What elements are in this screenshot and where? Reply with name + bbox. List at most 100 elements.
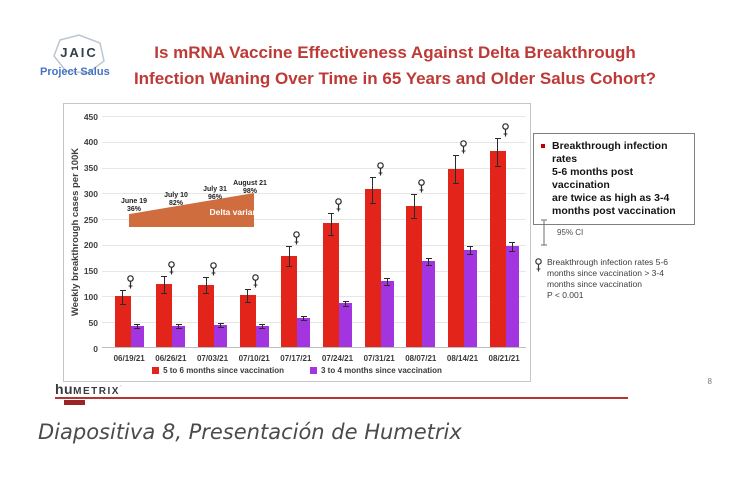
error-bar	[286, 246, 293, 268]
error-bar-cap	[425, 257, 432, 259]
delta-variant-point-label: July 31 96%	[203, 186, 227, 201]
significance-marker-icon	[501, 122, 509, 137]
bar-3to4-months	[297, 317, 311, 347]
bar-3to4-months	[172, 325, 186, 347]
error-bar-stem	[511, 241, 513, 253]
error-bar-stem	[330, 212, 332, 236]
gridline	[102, 219, 526, 221]
error-bar-cap	[286, 266, 293, 268]
error-bar-cap	[411, 218, 418, 220]
error-bar-stem	[261, 324, 263, 330]
x-tick-label: 08/07/21	[405, 354, 437, 363]
significance-marker-icon	[535, 258, 542, 272]
hexagon-outline-icon	[53, 34, 105, 74]
error-bar	[244, 288, 251, 304]
error-bar	[217, 323, 224, 329]
y-tick-label: 300	[83, 188, 98, 199]
x-tick-label: 07/10/21	[238, 354, 270, 363]
error-bar-cap	[286, 246, 293, 248]
error-bar	[467, 245, 474, 256]
significance-note: Breakthrough infection rates 5-6 months …	[534, 257, 702, 301]
project-salus-label: Project Salus	[40, 66, 110, 78]
x-tick-label: 06/19/21	[113, 354, 145, 363]
bar-3to4-months	[255, 325, 269, 347]
error-bar-cap	[369, 202, 376, 204]
humetrix-logo-metrix: METRIX	[73, 386, 120, 399]
chart-frame: Weekly breakthrough cases per 100K 0 50 10…	[63, 103, 531, 382]
error-bar-cap	[452, 155, 459, 157]
delta-variant-point-label: June 19 36%	[120, 198, 148, 213]
significance-marker-icon	[335, 198, 342, 212]
error-bar-icon	[541, 219, 547, 246]
significance-marker-icon	[126, 274, 134, 289]
trademark-icon: ·	[119, 383, 122, 390]
bar-3to4-months	[339, 302, 352, 347]
error-bar	[452, 155, 459, 185]
error-bar-stem	[136, 324, 138, 330]
error-bar-cap	[203, 277, 210, 279]
error-bar-stem	[345, 300, 346, 307]
legend-item: 5 to 6 months since vaccination	[152, 366, 284, 375]
error-bar-cap	[509, 251, 516, 253]
error-bar-cap	[411, 194, 418, 196]
x-tick-label: 08/14/21	[446, 354, 479, 363]
slide-caption: Diapositiva 8, Presentación de Humetrix	[38, 420, 462, 444]
error-bar-cap	[119, 304, 126, 306]
callout-box: Breakthrough infection rates 5-6 months …	[533, 133, 695, 225]
slide-title: Is mRNA Vaccine Effectiveness Against De…	[120, 40, 670, 92]
y-axis-title: Weekly breakthrough cases per 100K	[70, 147, 81, 317]
error-bar-cap	[342, 300, 349, 302]
error-bar-stem	[178, 324, 180, 330]
delta-variant-point-label: August 21 98%	[233, 180, 267, 195]
ci-label: 95% CI	[557, 228, 584, 237]
legend-swatch-icon	[152, 367, 160, 374]
error-bar-cap	[467, 245, 474, 247]
error-bar	[384, 277, 391, 287]
footer-rule	[55, 397, 628, 399]
significance-note-text: Breakthrough infection rates 5-6 months …	[547, 257, 668, 300]
gridline	[102, 193, 526, 195]
gridline	[102, 141, 526, 143]
humetrix-logo: huMETRIX·	[55, 381, 122, 399]
x-tick-label: 08/21/21	[488, 354, 520, 363]
bullet-icon	[541, 144, 545, 148]
error-bar-stem	[220, 323, 222, 329]
error-bar-cap	[217, 323, 224, 325]
x-tick-label: 07/17/21	[280, 354, 312, 363]
gridline	[102, 167, 526, 169]
y-tick-label: 250	[83, 214, 98, 225]
x-tick-label: 07/24/21	[321, 354, 354, 363]
significance-marker-icon	[168, 261, 176, 275]
significance-marker	[501, 122, 510, 143]
jaic-logo-text: JAIC	[60, 45, 98, 60]
error-bar	[369, 176, 376, 204]
error-bar	[328, 212, 335, 236]
bar-3to4-months	[463, 249, 477, 347]
error-bar-cap	[244, 288, 251, 290]
humetrix-logo-hu: hu	[55, 381, 74, 397]
error-bar-stem	[205, 277, 207, 294]
bar-5to6-months	[447, 168, 464, 347]
error-bar	[259, 324, 266, 330]
bar-5to6-months	[323, 223, 339, 347]
error-bar-cap	[217, 327, 224, 329]
error-bar-stem	[428, 257, 430, 266]
significance-marker-icon	[293, 231, 301, 245]
x-tick-label: 07/31/21	[363, 354, 395, 363]
legend-swatch-icon	[310, 367, 317, 374]
bar-5to6-months	[198, 284, 215, 347]
page-number: 8	[707, 377, 712, 386]
bar-5to6-months	[239, 294, 256, 347]
significance-marker	[292, 231, 301, 251]
ci-legend: 95% CI	[540, 219, 583, 246]
y-tick-label: 400	[83, 137, 98, 148]
error-bar-cap	[259, 324, 266, 326]
error-bar-stem	[122, 289, 124, 306]
delta-variant-label: Delta variant	[209, 207, 261, 217]
error-bar	[494, 137, 501, 167]
error-bar-stem	[413, 194, 415, 220]
error-bar-stem	[163, 276, 165, 294]
significance-marker-icon	[210, 262, 217, 276]
y-tick-label: 450	[83, 111, 98, 122]
